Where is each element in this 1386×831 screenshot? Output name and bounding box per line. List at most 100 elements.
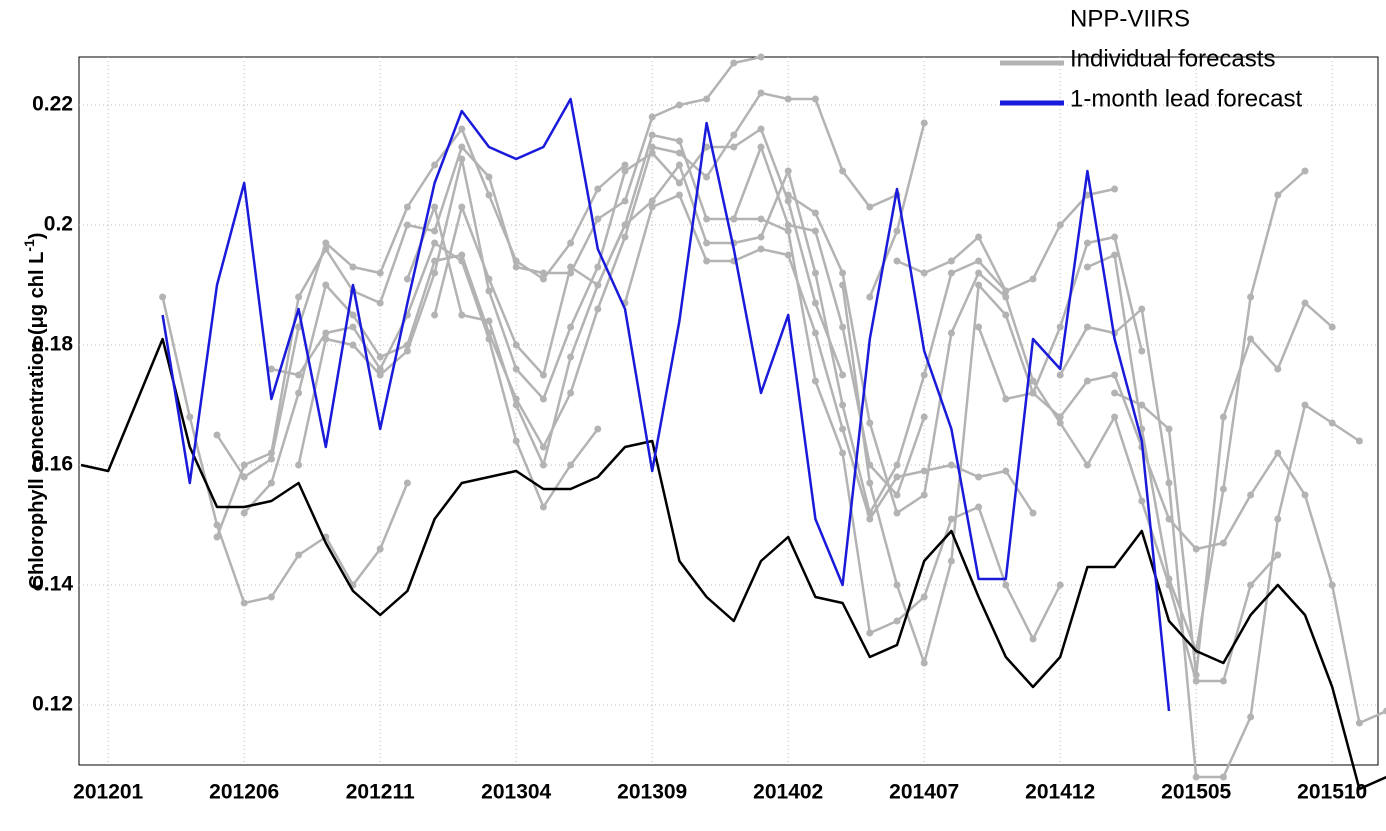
forecast-line-marker	[1111, 371, 1119, 379]
forecast-line-marker	[1301, 167, 1309, 175]
forecast-line-marker	[349, 311, 357, 319]
plot-frame	[78, 56, 1379, 766]
forecast-line	[433, 163, 1007, 515]
y-tick-label: 0.16	[32, 453, 73, 476]
forecast-line-marker	[784, 167, 792, 175]
forecast-line-marker	[947, 515, 955, 523]
forecast-line-marker	[621, 197, 629, 205]
series-line	[80, 337, 1386, 791]
forecast-line-marker	[947, 557, 955, 565]
forecast-line-marker	[1083, 263, 1091, 271]
forecast-line-marker	[784, 221, 792, 229]
forecast-line-marker	[920, 119, 928, 127]
forecast-line-marker	[893, 461, 901, 469]
forecast-line-marker	[1219, 773, 1227, 781]
forecast-line-marker	[811, 269, 819, 277]
forecast-line-marker	[512, 437, 520, 445]
forecast-line-marker	[784, 227, 792, 235]
forecast-line-marker	[485, 317, 493, 325]
forecast-line-marker	[920, 467, 928, 475]
forecast-line-marker	[349, 263, 357, 271]
forecast-line-marker	[512, 263, 520, 271]
forecast-line-marker	[839, 269, 847, 277]
forecast-line-marker	[947, 329, 955, 337]
forecast-line-marker	[431, 269, 439, 277]
forecast-line-marker	[485, 173, 493, 181]
legend-label: Individual forecasts	[1070, 45, 1275, 72]
forecast-line-marker	[675, 137, 683, 145]
forecast-line-marker	[730, 59, 738, 67]
forecast-line-marker	[1165, 515, 1173, 523]
forecast-line-marker	[703, 143, 711, 151]
forecast-line-marker	[567, 239, 575, 247]
forecast-line-marker	[240, 473, 248, 481]
forecast-line-marker	[159, 293, 167, 301]
forecast-line-marker	[567, 323, 575, 331]
forecast-line-marker	[240, 509, 248, 517]
forecast-line-marker	[648, 203, 656, 211]
forecast-line-marker	[811, 209, 819, 217]
x-tick-label: 201201	[73, 781, 143, 804]
forecast-line-marker	[1029, 377, 1037, 385]
forecast-line-marker	[1083, 461, 1091, 469]
forecast-line-marker	[784, 251, 792, 259]
forecast-line-marker	[866, 629, 874, 637]
forecast-line-marker	[893, 581, 901, 589]
forecast-line-marker	[1002, 293, 1010, 301]
forecast-line-marker	[947, 461, 955, 469]
forecast-line-marker	[485, 275, 493, 283]
forecast-line-marker	[1138, 305, 1146, 313]
forecast-line-marker	[703, 257, 711, 265]
forecast-line-marker	[1002, 287, 1010, 295]
forecast-line-marker	[675, 161, 683, 169]
forecast-line-marker	[975, 257, 983, 265]
forecast-line-marker	[431, 311, 439, 319]
forecast-line-marker	[975, 233, 983, 241]
x-tick-label: 201402	[753, 781, 823, 804]
forecast-line-marker	[1083, 191, 1091, 199]
y-tick-label: 0.22	[32, 93, 73, 116]
forecast-line-marker	[975, 323, 983, 331]
forecast-line-marker	[186, 413, 194, 421]
forecast-line-marker	[975, 473, 983, 481]
forecast-line-marker	[920, 371, 928, 379]
forecast-line-marker	[675, 191, 683, 199]
forecast-line-marker	[648, 113, 656, 121]
forecast-line-marker	[295, 371, 303, 379]
forecast-line-marker	[539, 503, 547, 511]
forecast-line-marker	[839, 425, 847, 433]
forecast-line-marker	[648, 143, 656, 151]
forecast-line-marker	[295, 323, 303, 331]
forecast-line-marker	[403, 479, 411, 487]
forecast-line-marker	[1355, 437, 1363, 445]
forecast-line-marker	[1219, 413, 1227, 421]
forecast-line-marker	[648, 197, 656, 205]
forecast-line-marker	[1029, 635, 1037, 643]
forecast-line-marker	[567, 461, 575, 469]
x-tick-label: 201510	[1297, 781, 1367, 804]
forecast-line-marker	[1056, 413, 1064, 421]
forecast-line-marker	[458, 155, 466, 163]
forecast-line-marker	[1056, 581, 1064, 589]
y-axis-label: Chlorophyll concentration (μg chl L-1)	[21, 233, 49, 590]
forecast-line-marker	[703, 239, 711, 247]
forecast-line-marker	[403, 221, 411, 229]
forecast-line-marker	[376, 371, 384, 379]
forecast-line-marker	[621, 161, 629, 169]
forecast-line-marker	[295, 293, 303, 301]
forecast-line-marker	[1355, 719, 1363, 727]
forecast-line-marker	[1219, 485, 1227, 493]
forecast-line-marker	[349, 341, 357, 349]
forecast-line-marker	[703, 173, 711, 181]
forecast-line-marker	[730, 143, 738, 151]
forecast-line-marker	[1328, 581, 1336, 589]
forecast-line-marker	[1002, 467, 1010, 475]
forecast-line-marker	[1247, 491, 1255, 499]
forecast-line-marker	[594, 185, 602, 193]
forecast-line-marker	[376, 365, 384, 373]
forecast-line-marker	[866, 479, 874, 487]
forecast-line-marker	[675, 179, 683, 187]
forecast-line-marker	[839, 167, 847, 175]
forecast-line-marker	[839, 401, 847, 409]
